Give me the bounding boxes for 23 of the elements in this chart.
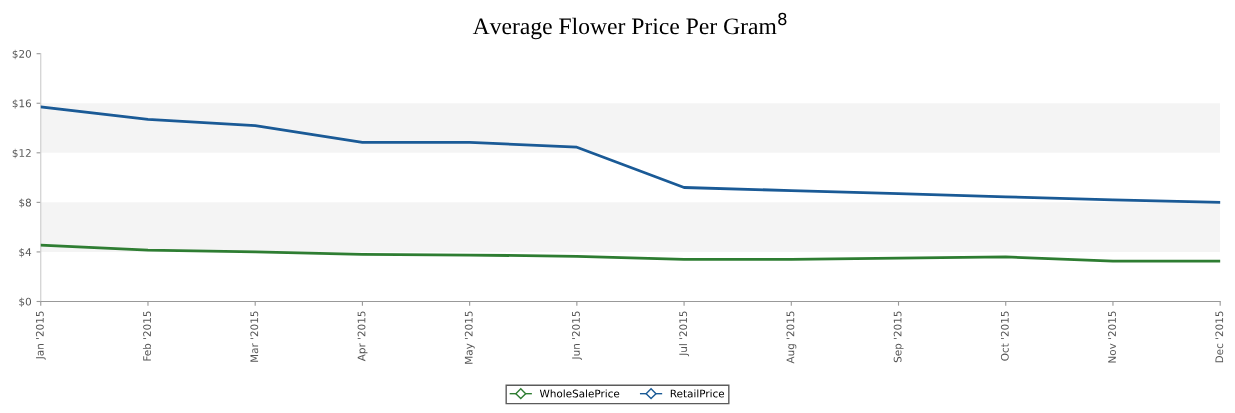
x-tick-label: Mar '2015 bbox=[250, 311, 259, 362]
x-tick-label: Sep '2015 bbox=[893, 311, 904, 363]
x-tick-label: Oct '2015 bbox=[1000, 311, 1009, 361]
y-tick-label: $20 bbox=[12, 49, 32, 60]
legend-label: RetailPrice bbox=[670, 389, 725, 398]
x-tick-label: Feb '2015 bbox=[142, 311, 151, 361]
x-tick-label: Jul '2015 bbox=[679, 311, 690, 357]
x-tick-label: Nov '2015 bbox=[1108, 311, 1116, 363]
x-tick-label: Jan '2015 bbox=[35, 311, 46, 360]
x-tick-label: Apr '2015 bbox=[357, 311, 368, 362]
y-tick-label: $16 bbox=[12, 99, 32, 109]
legend-label: WholeSalePrice bbox=[539, 389, 620, 398]
y-tick-label: $0 bbox=[19, 297, 32, 307]
chart-title: Average Flower Price Per Gram$^{8}$ bbox=[472, 12, 787, 40]
y-tick-label: $4 bbox=[19, 247, 32, 258]
line-series bbox=[40, 243, 1221, 263]
x-tick-label: Aug '2015 bbox=[786, 311, 797, 364]
x-tick-label: May '2015 bbox=[464, 311, 475, 364]
line-series bbox=[40, 105, 1221, 204]
y-tick-label: $8 bbox=[19, 198, 32, 208]
x-tick-label: Jun '2015 bbox=[572, 311, 582, 361]
y-tick-label: $12 bbox=[12, 148, 31, 159]
x-tick-label: Dec '2015 bbox=[1215, 311, 1224, 363]
